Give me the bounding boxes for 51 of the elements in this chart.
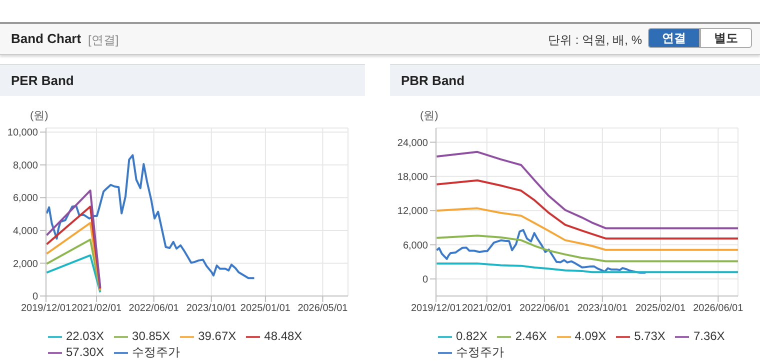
- legend-label: 7.36X: [693, 329, 725, 343]
- x-tick-label: 2019/12/01: [410, 303, 462, 314]
- line-series: [436, 234, 738, 262]
- x-tick-label: 2025/02/01: [635, 303, 686, 314]
- line-series: [436, 150, 738, 230]
- x-tick-label: 2023/10/01: [577, 303, 628, 314]
- y-tick-label: 0: [32, 292, 38, 303]
- x-tick-label: 2025/01/01: [240, 303, 291, 314]
- y-tick-label: 18,000: [397, 172, 428, 183]
- x-tick-label: 2026/05/01: [298, 303, 348, 314]
- x-tick-label: 2022/06/01: [519, 303, 570, 314]
- chart-title: PBR Band: [390, 64, 760, 96]
- x-tick-label: 2023/10/01: [186, 303, 237, 314]
- legend-label: 0.82X: [456, 329, 488, 343]
- x-tick-label: 2026/06/01: [693, 303, 744, 314]
- legend-label: 57.30X: [66, 345, 104, 359]
- y-tick-label: 8,000: [12, 160, 38, 172]
- x-tick-label: 2021/02/01: [462, 303, 512, 314]
- legend-label: 30.85X: [132, 329, 170, 343]
- legend-label: 2.46X: [515, 329, 547, 343]
- text: 단위 : 억원, 배, %: [548, 32, 642, 49]
- legend-label: 48.48X: [264, 329, 302, 343]
- y-tick-label: 24,000: [397, 138, 428, 149]
- legend-label: 수정주가: [132, 345, 180, 359]
- y-tick-label: 2,000: [12, 258, 38, 270]
- y-tick-label: 4,000: [12, 226, 38, 237]
- y-axis-title: (원): [30, 109, 48, 123]
- line-series: [436, 262, 738, 274]
- y-axis-title: (원): [420, 109, 438, 123]
- legend-label: 수정주가: [456, 345, 504, 359]
- text: Band Chart: [11, 31, 82, 46]
- line-series: [46, 154, 256, 280]
- y-tick-label: 0: [422, 274, 428, 286]
- legend-label: 22.03X: [66, 329, 104, 343]
- line-series: [436, 207, 738, 251]
- y-tick-label: 12,000: [397, 206, 428, 218]
- text: [연결]: [88, 32, 119, 49]
- legend-label: 4.09X: [574, 329, 606, 343]
- legend-label: 39.67X: [198, 329, 236, 343]
- x-tick-label: 2022/06/01: [128, 303, 180, 314]
- y-tick-label: 6,000: [12, 193, 38, 204]
- chart-title: PER Band: [0, 64, 365, 96]
- y-tick-label: 10,000: [7, 128, 38, 139]
- x-tick-label: 2021/02/01: [72, 303, 122, 314]
- text: 연결: [648, 28, 700, 48]
- y-tick-label: 6,000: [402, 240, 428, 252]
- text: 별도: [700, 28, 752, 48]
- legend-label: 5.73X: [634, 329, 666, 343]
- x-tick-label: 2019/12/01: [20, 303, 72, 314]
- line-series: [436, 228, 647, 274]
- line-series: [436, 179, 738, 240]
